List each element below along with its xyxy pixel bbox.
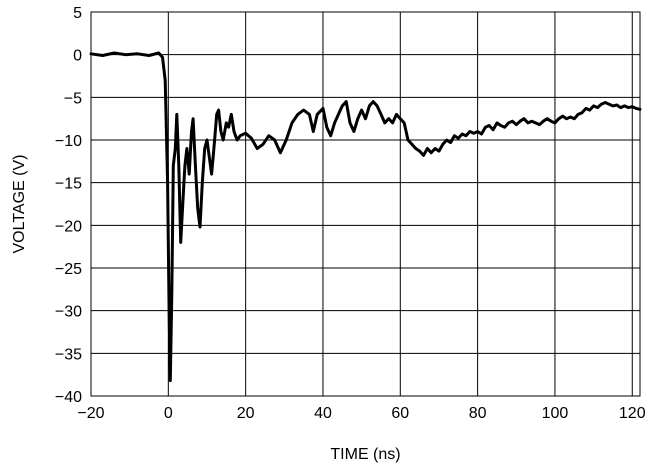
y-tick-label: −15 bbox=[55, 176, 82, 193]
x-tick-label: 0 bbox=[164, 405, 173, 422]
y-tick-label: −5 bbox=[64, 90, 82, 107]
y-tick-label: −25 bbox=[55, 261, 82, 278]
y-tick-label: −35 bbox=[55, 346, 82, 363]
y-tick-label: 0 bbox=[73, 48, 82, 65]
x-tick-label: 100 bbox=[542, 405, 569, 422]
series-line bbox=[89, 51, 642, 383]
x-tick-label: 80 bbox=[469, 405, 487, 422]
plot-frame bbox=[90, 11, 641, 397]
x-tick-label: −20 bbox=[77, 405, 104, 422]
x-tick-label: 40 bbox=[314, 405, 332, 422]
y-axis-label: VOLTAGE (V) bbox=[11, 155, 28, 254]
y-tick-label: −40 bbox=[55, 389, 82, 406]
y-tick-label: −20 bbox=[55, 218, 82, 235]
x-axis-label: TIME (ns) bbox=[330, 446, 400, 463]
x-tick-label: 20 bbox=[237, 405, 255, 422]
x-tick-labels: −20 0 20 40 60 80 100 120 bbox=[77, 405, 645, 422]
y-tick-label: −10 bbox=[55, 133, 82, 150]
x-tick-label: 60 bbox=[391, 405, 409, 422]
y-tick-labels: 5 0 −5 −10 −15 −20 −25 −30 −35 −40 bbox=[55, 5, 82, 406]
series-layer bbox=[89, 51, 642, 383]
y-tick-label: 5 bbox=[73, 5, 82, 22]
y-tick-label: −30 bbox=[55, 304, 82, 321]
x-tick-label: 120 bbox=[619, 405, 646, 422]
